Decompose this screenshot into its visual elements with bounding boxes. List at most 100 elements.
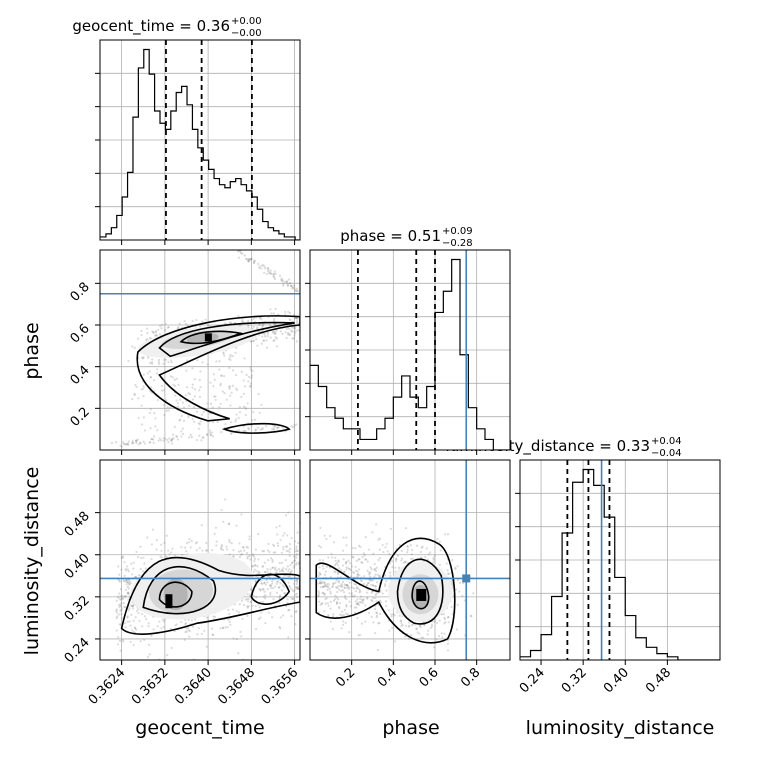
sample-point [260,317,263,321]
title-lower-error: −0.00 [231,28,262,39]
sample-point [156,398,159,402]
sample-point [447,621,450,624]
sample-point [410,548,414,552]
sample-point [338,607,341,610]
sample-point [354,590,358,593]
sample-point [358,591,361,594]
sample-point [288,608,291,612]
sample-point [119,444,122,447]
sample-point [329,607,332,610]
sample-point [295,545,298,548]
sample-point [351,546,354,550]
sample-point [323,582,326,585]
sample-point [376,614,379,617]
sample-point [230,421,233,424]
panel-scatter-geocent-time-vs-luminosity-distance: 0.3624 0.3632 0.3640 0.3648 0.36560.240.320.… [62,459,301,708]
sample-point [177,326,180,329]
sample-point [371,531,374,534]
sample-point [288,281,292,285]
sample-point [198,546,201,550]
sample-point [269,272,273,275]
sample-point [211,549,214,552]
sample-point [270,557,273,560]
sample-point [121,441,125,444]
sample-point [228,321,231,325]
sample-point [372,552,375,555]
sample-point [346,584,349,587]
sample-point [252,317,255,320]
sample-point [327,604,330,607]
sample-point [143,442,146,445]
sample-point [141,356,144,359]
sample-point [247,324,250,327]
sample-point [253,418,257,421]
sample-point [123,561,126,564]
sample-point [337,581,340,584]
sample-point [237,256,240,259]
sample-point [240,319,244,323]
sample-point [289,319,292,322]
sample-point [142,373,145,376]
sample-point [202,411,205,414]
sample-point [357,601,360,604]
sample-point [385,579,388,583]
sample-point [151,528,154,531]
sample-point [359,545,362,548]
sample-point [317,592,321,595]
sample-point [119,609,122,612]
sample-point [242,405,245,408]
sample-point [334,594,337,597]
sample-point [325,597,328,600]
sample-point [261,323,264,326]
sample-point [126,581,130,584]
sample-point [360,579,363,583]
sample-point [160,556,163,559]
sample-point [275,526,278,529]
sample-point [225,545,228,548]
sample-point [218,360,221,363]
sample-point [296,549,299,552]
sample-point [387,553,391,556]
sample-point [426,558,430,561]
sample-point [341,610,344,613]
sample-point [409,544,412,547]
sample-point [140,329,143,332]
sample-point [239,553,243,556]
sample-point [349,569,353,572]
sample-point [126,592,129,595]
sample-point [201,320,204,323]
sample-point [284,559,287,562]
sample-point [329,590,332,593]
sample-point [446,569,449,572]
tick-label-x: 0.4 [375,665,400,690]
sample-point [115,608,118,611]
sample-point [135,609,139,613]
sample-point [268,550,271,554]
sample-point [154,425,157,428]
sample-point [287,331,290,334]
panel-frame [99,39,301,241]
sample-point [223,322,226,325]
sample-point [345,561,348,564]
sample-point [203,629,206,632]
sample-point [321,586,325,589]
sample-point [179,398,182,401]
sample-point [230,432,233,435]
sample-point [123,622,127,625]
sample-point [131,607,135,610]
sample-point [257,570,260,573]
sample-point [212,385,215,388]
sample-point [250,424,253,427]
sample-point [135,441,138,445]
sample-point [268,271,271,275]
sample-point [347,587,350,590]
sample-point [136,337,140,340]
sample-point [229,358,232,361]
sample-point [171,438,174,441]
sample-point [340,585,344,588]
sample-point [140,556,143,560]
sample-point [151,358,154,361]
sample-point [242,392,245,395]
sample-point [291,326,294,329]
sample-point [295,547,298,551]
